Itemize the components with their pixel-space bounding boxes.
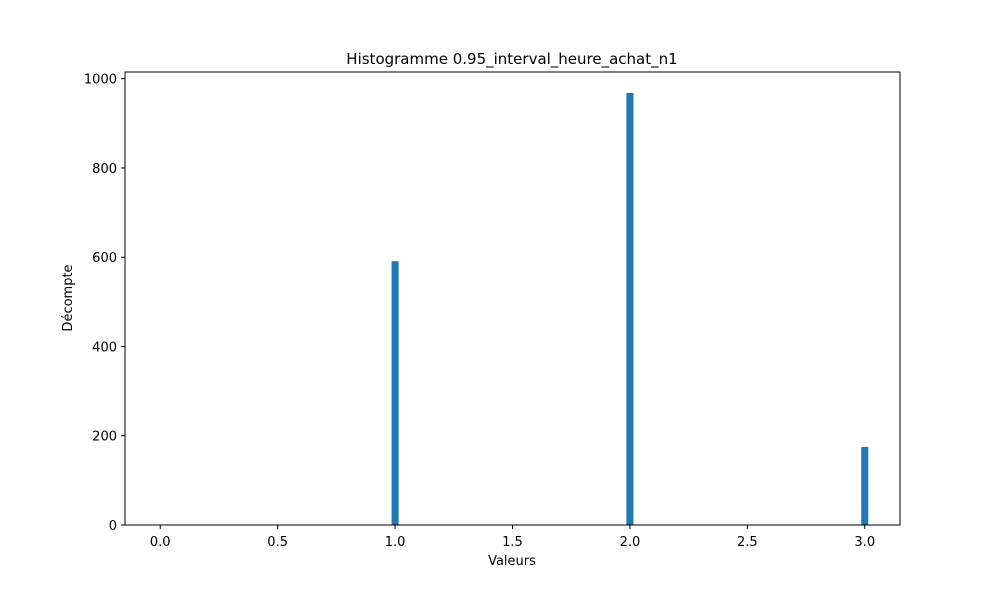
y-axis-label: Décompte bbox=[61, 264, 76, 331]
bars-group bbox=[391, 92, 869, 526]
histogram-bar bbox=[626, 92, 634, 526]
chart-title: Histogramme 0.95_interval_heure_achat_n1 bbox=[346, 50, 677, 69]
x-axis-label: Valeurs bbox=[488, 554, 536, 569]
x-tick-label: 1.5 bbox=[502, 535, 523, 550]
x-axis-ticks: 0.0 0.5 1.0 1.5 2.0 2.5 3.0 bbox=[150, 525, 875, 550]
x-tick-label: 2.5 bbox=[737, 535, 758, 550]
y-tick-label: 1000 bbox=[84, 73, 117, 88]
y-tick-label: 800 bbox=[92, 162, 117, 177]
histogram-bar bbox=[391, 261, 399, 525]
x-tick-label: 0.0 bbox=[150, 535, 171, 550]
y-tick-label: 0 bbox=[109, 519, 117, 534]
x-tick-label: 1.0 bbox=[385, 535, 406, 550]
y-tick-label: 200 bbox=[92, 430, 117, 445]
x-tick-label: 3.0 bbox=[854, 535, 875, 550]
y-tick-label: 600 bbox=[92, 251, 117, 266]
plot-frame bbox=[124, 71, 901, 526]
histogram-bar bbox=[861, 446, 869, 525]
y-tick-label: 400 bbox=[92, 340, 117, 355]
y-axis-ticks: 0 200 400 600 800 1000 bbox=[84, 73, 125, 534]
x-tick-label: 0.5 bbox=[267, 535, 288, 550]
x-tick-label: 2.0 bbox=[620, 535, 641, 550]
